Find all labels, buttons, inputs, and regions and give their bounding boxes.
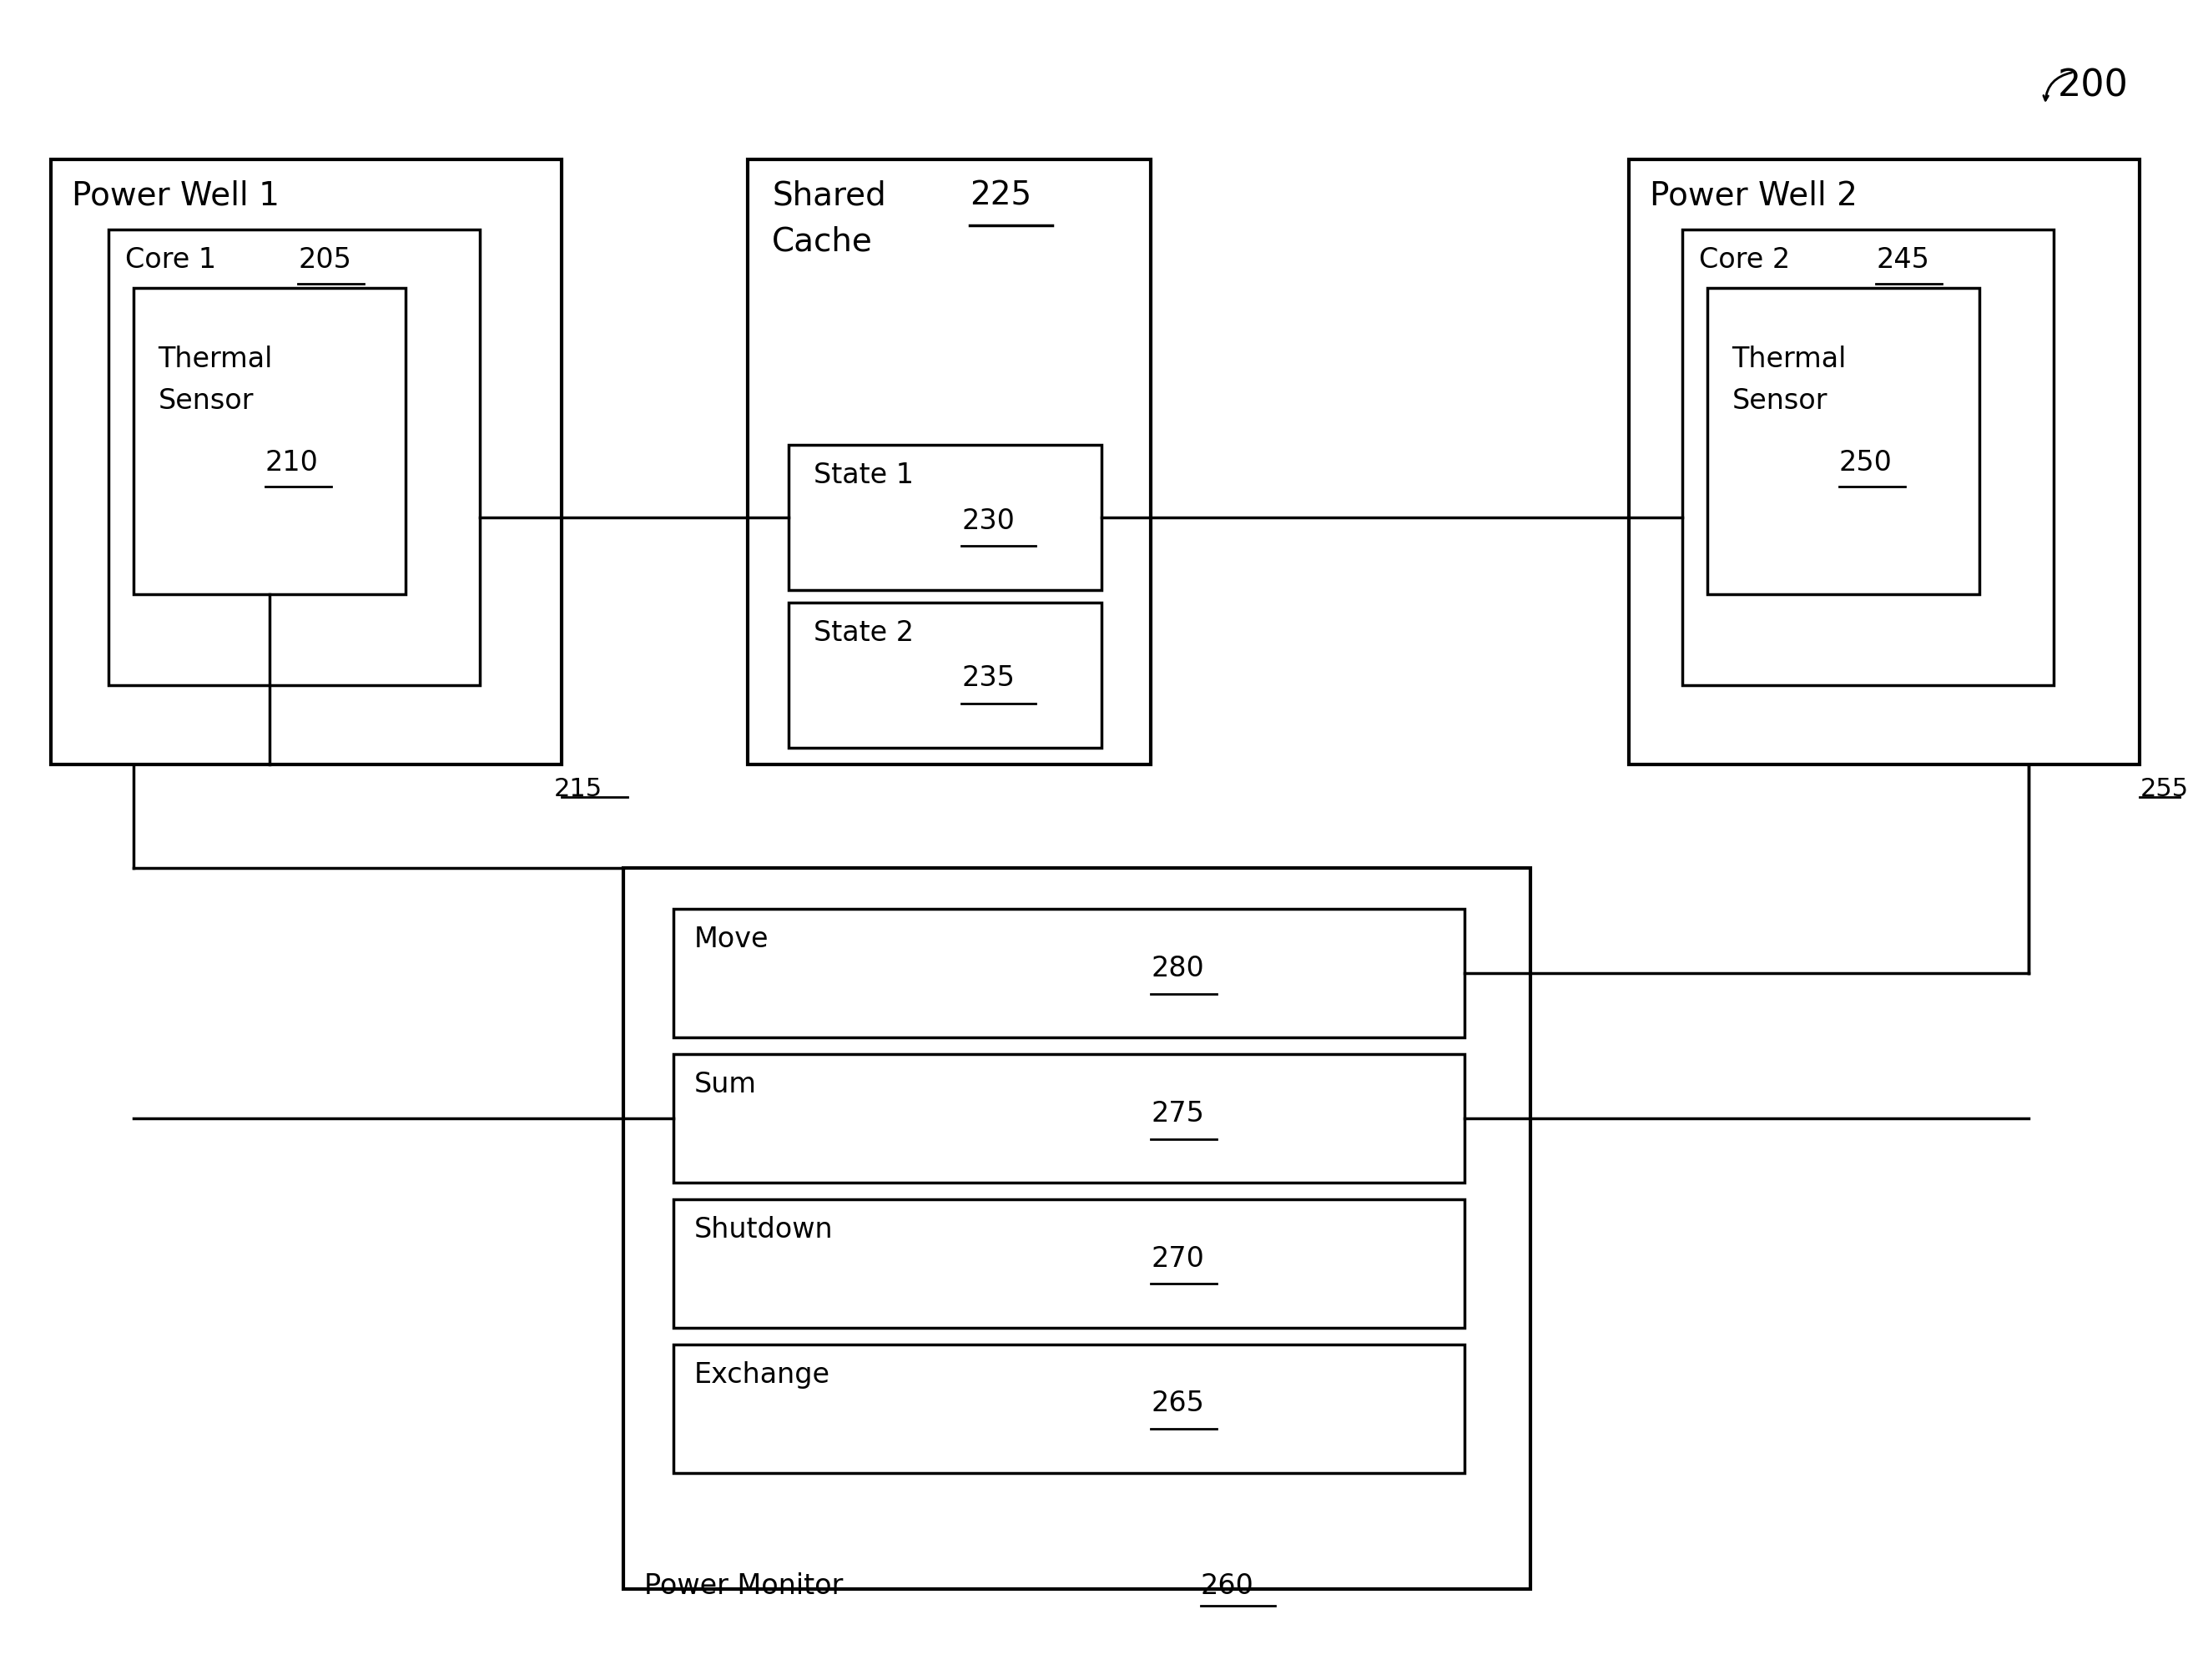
Bar	[789, 445, 1102, 590]
Text: 280: 280	[1152, 954, 1205, 983]
Text: Power Well 1: Power Well 1	[73, 180, 280, 212]
Text: 230: 230	[961, 507, 1016, 534]
Text: 215: 215	[553, 776, 601, 801]
Text: Shared: Shared	[771, 180, 886, 212]
Text: 260: 260	[1201, 1572, 1254, 1599]
Text: Shutdown: Shutdown	[694, 1216, 833, 1243]
Bar	[51, 160, 562, 764]
Text: Cache: Cache	[771, 225, 872, 257]
Text: Sensor: Sensor	[159, 386, 253, 415]
Bar	[1628, 160, 2139, 764]
Text: Sensor: Sensor	[1732, 386, 1828, 415]
Text: 235: 235	[961, 665, 1016, 692]
Bar	[674, 909, 1465, 1038]
Text: Core 2: Core 2	[1699, 247, 1791, 274]
Text: Core 1: Core 1	[126, 247, 216, 274]
Text: 245: 245	[1877, 247, 1930, 274]
Bar	[623, 869, 1531, 1589]
Bar	[747, 160, 1152, 764]
Text: State 2: State 2	[813, 620, 914, 647]
Text: Thermal: Thermal	[159, 346, 273, 373]
Bar	[789, 603, 1102, 748]
Text: 275: 275	[1152, 1100, 1205, 1127]
Text: Move: Move	[694, 926, 769, 953]
Text: State 1: State 1	[813, 462, 914, 489]
Text: 270: 270	[1152, 1245, 1205, 1272]
Text: 265: 265	[1152, 1389, 1205, 1418]
Text: 200: 200	[2058, 67, 2128, 104]
Bar	[134, 287, 405, 595]
Bar	[674, 1344, 1465, 1473]
Text: Power Monitor: Power Monitor	[643, 1572, 844, 1599]
Text: 250: 250	[1840, 449, 1892, 477]
Bar	[674, 1200, 1465, 1327]
Bar	[1707, 287, 1978, 595]
Text: 255: 255	[2139, 776, 2188, 801]
Text: Sum: Sum	[694, 1070, 756, 1099]
Text: Thermal: Thermal	[1732, 346, 1846, 373]
Text: Power Well 2: Power Well 2	[1650, 180, 1857, 212]
Text: Exchange: Exchange	[694, 1361, 831, 1388]
Text: 210: 210	[264, 449, 319, 477]
Bar	[674, 1055, 1465, 1183]
Text: 225: 225	[969, 180, 1031, 212]
Bar	[1683, 230, 2053, 685]
Text: 205: 205	[297, 247, 352, 274]
Bar	[108, 230, 480, 685]
